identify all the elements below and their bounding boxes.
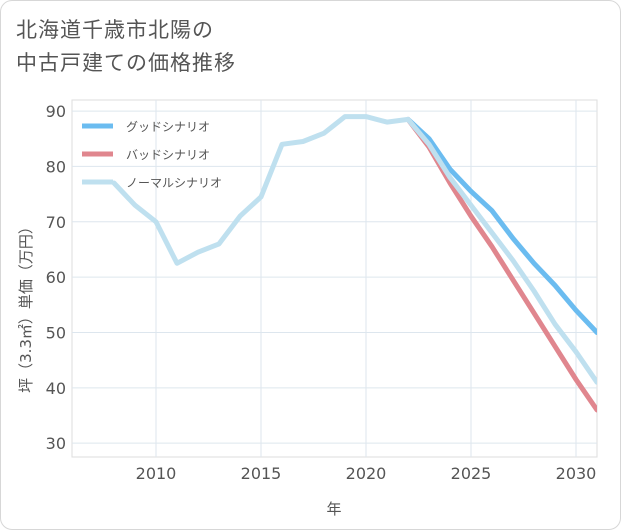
y-tick-label: 30 bbox=[46, 434, 66, 453]
y-tick-label: 80 bbox=[46, 157, 66, 176]
x-tick-label: 2030 bbox=[556, 464, 597, 483]
y-tick-label: 40 bbox=[46, 379, 66, 398]
chart-title-line-1: 北海道千歳市北陽の bbox=[16, 18, 214, 42]
x-tick-label: 2025 bbox=[451, 464, 492, 483]
y-tick-label: 90 bbox=[46, 102, 66, 121]
legend-label: バッドシナリオ bbox=[126, 148, 210, 162]
x-axis-ticks: 2010 2015 2020 2025 2030 bbox=[136, 464, 597, 483]
y-axis-ticks: 30 40 50 60 70 80 90 bbox=[46, 102, 66, 453]
x-tick-label: 2015 bbox=[241, 464, 282, 483]
x-axis-title: 年 bbox=[326, 500, 341, 518]
y-tick-label: 70 bbox=[46, 213, 66, 232]
y-tick-label: 50 bbox=[46, 323, 66, 342]
grid-lines bbox=[72, 100, 597, 457]
chart-title-line-2: 中古戸建ての価格推移 bbox=[16, 51, 236, 75]
series-line-2 bbox=[111, 114, 597, 385]
x-tick-label: 2010 bbox=[136, 464, 177, 483]
y-tick-label: 60 bbox=[46, 268, 66, 287]
legend-label: ノーマルシナリオ bbox=[126, 176, 222, 190]
chart-title: 北海道千歳市北陽の 中古戸建ての価格推移 bbox=[16, 14, 236, 80]
y-axis-title: 坪（3.3㎡）単価（万円） bbox=[17, 219, 35, 393]
series-lines bbox=[111, 114, 597, 413]
x-tick-label: 2020 bbox=[346, 464, 387, 483]
legend-label: グッドシナリオ bbox=[126, 120, 210, 134]
series-line-0 bbox=[405, 116, 597, 335]
